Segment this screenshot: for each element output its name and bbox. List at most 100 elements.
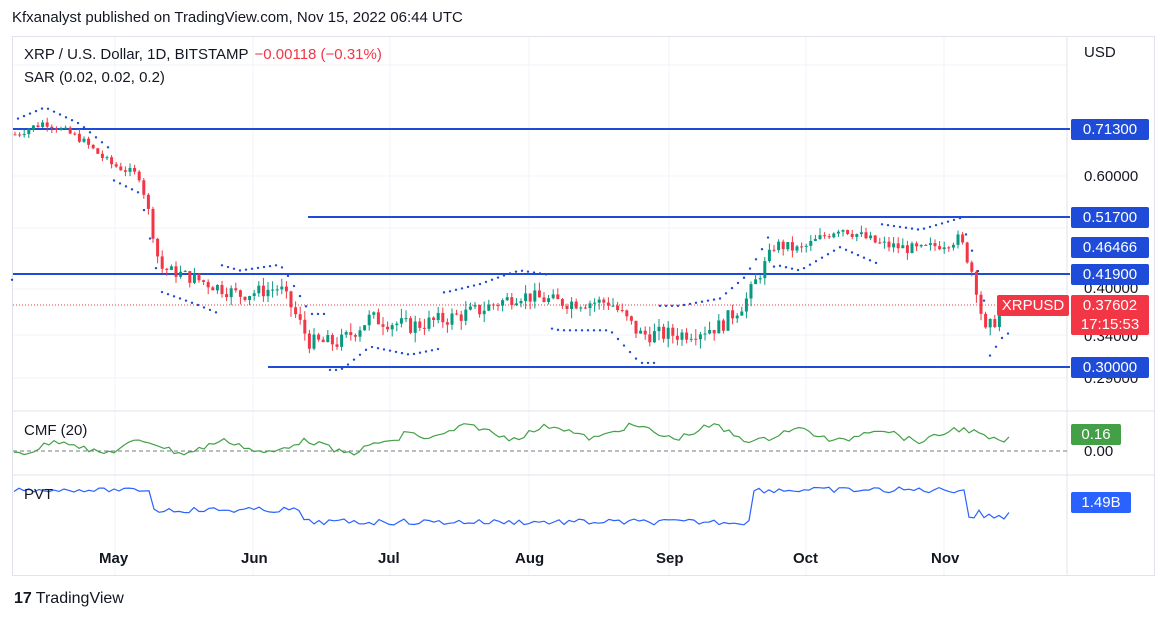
- candle-body: [261, 285, 265, 297]
- month-jun: Jun: [241, 550, 268, 567]
- candle-body: [206, 281, 210, 288]
- sar-dot: [652, 361, 656, 365]
- sar-dot: [430, 349, 434, 352]
- level-tag-030[interactable]: 0.30000: [1071, 357, 1149, 378]
- level-tag-0517[interactable]: 0.51700: [1071, 207, 1149, 228]
- sar-dot: [730, 286, 734, 290]
- sar-dot: [454, 288, 458, 292]
- pvt-value-tag[interactable]: 1.49B: [1071, 492, 1131, 513]
- candle-body: [473, 304, 477, 307]
- sar-dot: [16, 117, 20, 120]
- candle-body: [220, 284, 224, 295]
- candle-body: [110, 157, 114, 165]
- candle-body: [73, 133, 77, 135]
- sar-dot: [22, 114, 26, 118]
- sar-dot: [340, 367, 344, 370]
- candle-body: [740, 311, 744, 316]
- pvt-line: [13, 486, 1010, 526]
- sar-dot: [406, 353, 410, 356]
- sar-dot: [490, 278, 494, 281]
- sar-dot: [400, 351, 404, 355]
- sar-dot: [856, 253, 860, 257]
- pvt-legend[interactable]: PVT: [24, 486, 54, 503]
- sar-dot: [418, 351, 422, 354]
- candle-body: [892, 243, 896, 248]
- sar-dot: [820, 256, 824, 259]
- ticker-tag[interactable]: XRPUSD: [997, 295, 1069, 316]
- candle-body: [427, 317, 431, 329]
- candle-body: [100, 153, 104, 158]
- candle-body: [358, 330, 362, 337]
- candle-body: [961, 234, 965, 243]
- candle-body: [652, 331, 656, 343]
- level-tag-0419[interactable]: 0.41900: [1071, 264, 1149, 285]
- cmf-legend[interactable]: CMF (20): [24, 422, 88, 439]
- candle-body: [252, 293, 256, 297]
- symbol-legend[interactable]: XRP / U.S. Dollar, 1D, BITSTAMP −0.00118 …: [24, 46, 382, 63]
- candle-body: [689, 338, 693, 340]
- sar-dot: [772, 265, 776, 268]
- sar-dot: [958, 216, 962, 220]
- sar-legend[interactable]: SAR (0.02, 0.02, 0.2): [24, 69, 165, 86]
- candle-body: [142, 180, 146, 195]
- candle-body: [620, 310, 624, 312]
- candle-body: [565, 305, 569, 309]
- candle-body: [478, 304, 482, 315]
- last-price-value: 0.37602: [1082, 297, 1138, 314]
- sar-dot: [556, 328, 560, 332]
- candle-body: [556, 294, 560, 300]
- sar-dot: [754, 258, 758, 261]
- candle-body: [675, 335, 679, 340]
- candle-body: [146, 194, 150, 209]
- last-price-tag[interactable]: 0.37602 17:15:53: [1071, 295, 1149, 335]
- candle-body: [349, 332, 353, 336]
- sar-dot: [394, 350, 398, 354]
- sar-dot: [172, 295, 176, 298]
- candle-body: [942, 247, 946, 250]
- cmf-value-tag[interactable]: 0.16: [1071, 424, 1121, 445]
- candle-body: [680, 332, 684, 340]
- candle-body: [754, 279, 758, 285]
- candle-body: [616, 305, 620, 311]
- month-may: May: [99, 550, 129, 567]
- candle-body: [183, 271, 187, 273]
- candle-body: [795, 246, 799, 251]
- sar-dot: [616, 337, 620, 341]
- candle-body: [726, 310, 730, 331]
- candle-body: [878, 242, 882, 244]
- candle-body: [813, 239, 817, 241]
- candle-body: [984, 313, 988, 328]
- candle-body: [215, 284, 219, 291]
- candle-body: [376, 312, 380, 325]
- sar-dot: [82, 126, 86, 129]
- level-tag-0713[interactable]: 0.71300: [1071, 119, 1149, 140]
- sar-dot: [880, 223, 884, 226]
- candle-body: [809, 240, 813, 246]
- tradingview-brand[interactable]: 17 TradingView: [14, 590, 124, 608]
- sar-dot: [1006, 332, 1010, 335]
- currency-label[interactable]: USD: [1084, 44, 1116, 61]
- candle-body: [128, 167, 132, 172]
- candle-body: [846, 230, 850, 234]
- sar-dot: [748, 267, 752, 270]
- candle-body: [501, 300, 505, 306]
- sar-dot: [694, 301, 698, 305]
- candle-body: [938, 246, 942, 250]
- sar-dot: [598, 329, 602, 332]
- sar-dot: [946, 220, 950, 223]
- candle-body: [445, 322, 449, 325]
- candle-body: [777, 241, 781, 251]
- candle-body: [18, 134, 22, 136]
- sar-dot: [436, 347, 440, 351]
- candle-body: [698, 334, 702, 340]
- sar-dot: [562, 329, 566, 332]
- sar-dot: [136, 191, 140, 194]
- candle-body: [818, 235, 822, 240]
- sar-dot: [604, 329, 608, 332]
- sar-dot: [544, 273, 548, 276]
- candle-body: [928, 243, 932, 245]
- sar-dot: [160, 290, 164, 294]
- level-tag-sar[interactable]: 0.46466: [1071, 237, 1149, 258]
- candle-body: [703, 333, 707, 335]
